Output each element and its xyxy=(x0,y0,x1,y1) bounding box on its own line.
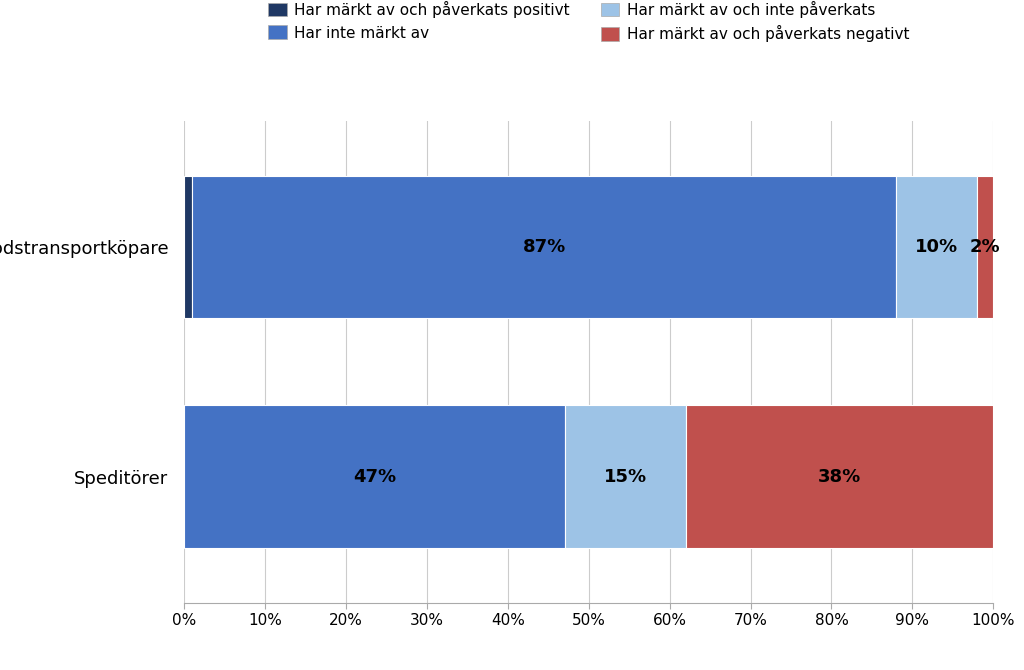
Text: 10%: 10% xyxy=(915,238,958,256)
Text: 47%: 47% xyxy=(353,468,396,486)
Bar xyxy=(184,176,193,318)
Bar xyxy=(564,405,686,548)
Bar xyxy=(193,176,896,318)
Bar xyxy=(686,405,993,548)
Bar xyxy=(896,176,977,318)
Text: 2%: 2% xyxy=(970,238,1000,256)
Text: 15%: 15% xyxy=(603,468,647,486)
Legend: Har märkt av och påverkats positivt, Har inte märkt av, Har märkt av och inte på: Har märkt av och påverkats positivt, Har… xyxy=(261,0,916,50)
Text: 87%: 87% xyxy=(522,238,566,256)
Bar xyxy=(184,405,564,548)
Bar xyxy=(977,176,993,318)
Text: 38%: 38% xyxy=(818,468,861,486)
